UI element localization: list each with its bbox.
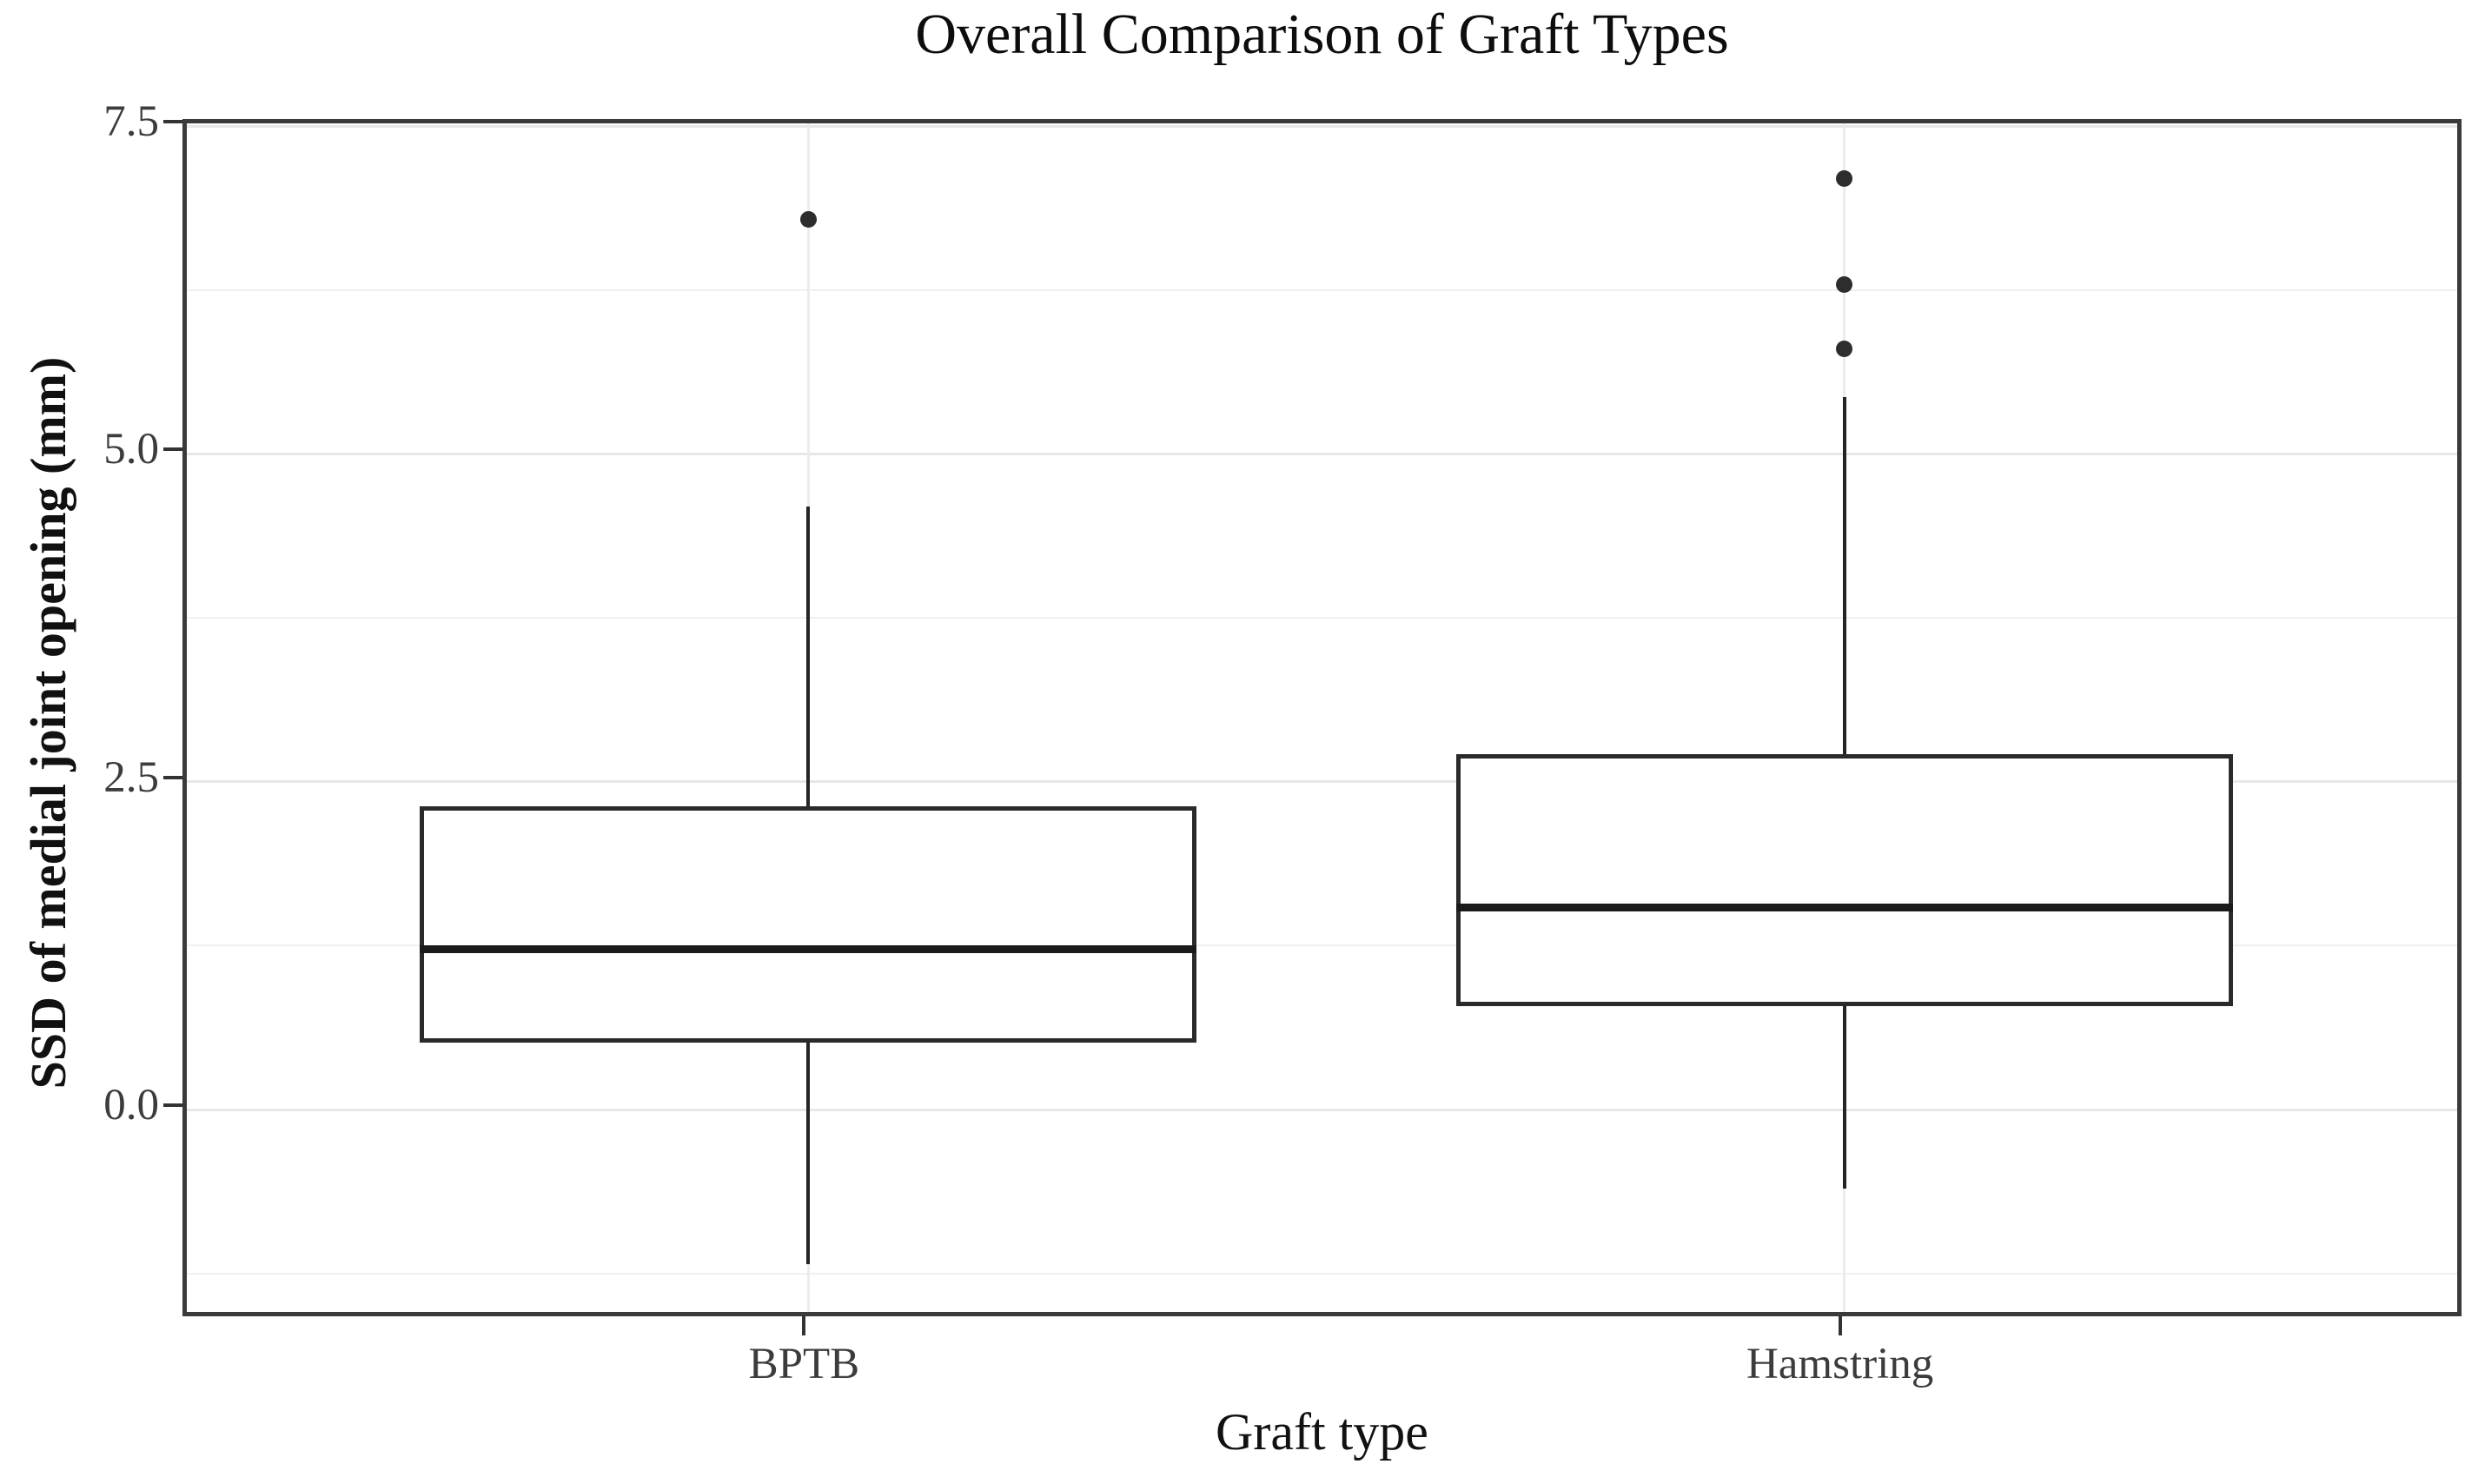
boxplot-median	[420, 945, 1197, 954]
chart-title: Overall Comparison of Graft Types	[915, 3, 1729, 66]
y-tick-mark	[163, 775, 182, 779]
boxplot-whisker-lower	[1842, 1005, 1846, 1189]
y-tick-label: 5.0	[103, 425, 159, 474]
boxplot-median	[1455, 904, 2233, 912]
boxplot-whisker-upper	[1842, 397, 1846, 754]
gridline-major	[187, 1108, 2457, 1111]
y-axis-title: SSD of medial joint opening (mm)	[20, 356, 76, 1090]
gridline-major	[187, 124, 2457, 128]
x-tick-mark	[802, 1316, 806, 1335]
y-tick-mark	[163, 120, 182, 124]
gridline-minor	[187, 944, 2457, 947]
boxplot-box	[1455, 753, 2233, 1006]
boxplot-box	[420, 806, 1197, 1043]
x-tick-label: BPTB	[748, 1340, 860, 1388]
plot-panel	[182, 119, 2462, 1316]
x-axis-title: Graft type	[1216, 1403, 1428, 1461]
outlier-point	[799, 210, 817, 228]
y-tick-mark	[163, 1103, 182, 1107]
y-tick-mark	[163, 447, 182, 452]
outlier-point	[1836, 169, 1853, 187]
gridline-minor	[187, 1272, 2457, 1275]
outlier-point	[1836, 341, 1853, 358]
x-tick-label: Hamstring	[1746, 1340, 1934, 1388]
gridline-minor	[187, 288, 2457, 291]
gridline-minor	[187, 617, 2457, 619]
gridline-major	[187, 780, 2457, 784]
boxplot-whisker-upper	[806, 506, 811, 807]
gridline-major	[187, 452, 2457, 455]
x-tick-mark	[1838, 1316, 1842, 1335]
y-tick-label: 2.5	[103, 752, 159, 802]
outlier-point	[1836, 276, 1853, 294]
y-tick-label: 7.5	[103, 97, 159, 147]
boxplot-whisker-lower	[806, 1043, 811, 1265]
y-tick-label: 0.0	[103, 1081, 159, 1130]
